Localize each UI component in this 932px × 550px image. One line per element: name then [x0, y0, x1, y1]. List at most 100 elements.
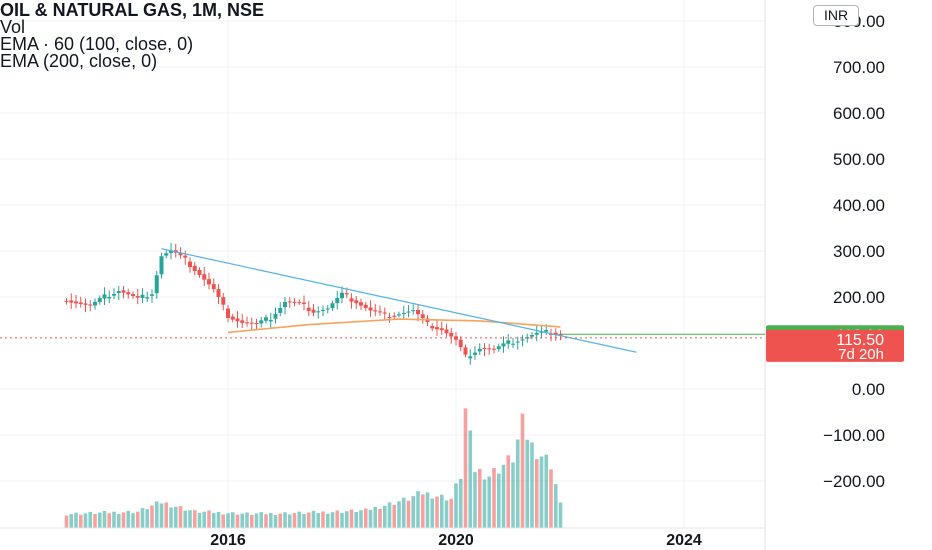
- candle-body: [254, 323, 259, 325]
- volume-bar: [425, 492, 430, 528]
- candle-body: [135, 296, 140, 298]
- volume-bar: [240, 513, 245, 528]
- volume-bar: [235, 514, 240, 528]
- candle-body: [159, 256, 164, 275]
- candle-body: [112, 294, 116, 296]
- volume-bar: [439, 494, 444, 528]
- candle-body: [259, 320, 264, 324]
- y-tick-label: 200.00: [833, 288, 885, 307]
- volume-bar: [145, 509, 150, 528]
- candle-body: [520, 339, 525, 341]
- volume-bar: [135, 511, 140, 528]
- volume-bar: [64, 515, 69, 528]
- candle-body: [230, 316, 235, 320]
- x-tick-label: 2016: [210, 532, 246, 549]
- volume-bar: [69, 514, 74, 528]
- volume-bar: [273, 515, 278, 528]
- volume-bar: [245, 512, 249, 528]
- y-tick-label: 500.00: [833, 150, 885, 169]
- candle-body: [306, 307, 311, 312]
- candle-body: [169, 250, 173, 253]
- volume-bars: [64, 408, 563, 528]
- candle-body: [382, 312, 387, 314]
- y-tick-label: −200.00: [823, 472, 885, 491]
- candle-body: [387, 316, 392, 318]
- candle-body: [287, 301, 292, 303]
- candle-body: [292, 301, 297, 303]
- candle-body: [411, 310, 416, 312]
- volume-bar: [150, 505, 154, 528]
- legend-ema-60[interactable]: EMA · 60 (100, close, 0): [0, 34, 194, 54]
- volume-bar: [496, 473, 501, 528]
- candle-body: [463, 347, 468, 355]
- candlesticks: [64, 243, 563, 365]
- candle-body: [406, 311, 411, 313]
- candle-body: [473, 352, 477, 355]
- candle-body: [553, 332, 558, 336]
- volume-bar: [154, 501, 159, 528]
- volume-bar: [297, 511, 302, 528]
- legend-vol[interactable]: Vol: [0, 17, 26, 37]
- legend-ema-200[interactable]: EMA (200, close, 0): [0, 51, 158, 71]
- candle-body: [501, 343, 506, 347]
- candle-body: [354, 300, 359, 304]
- candle-body: [458, 339, 463, 348]
- candle-body: [264, 317, 268, 321]
- volume-bar: [202, 511, 207, 528]
- volume-bar: [102, 511, 107, 528]
- candle-body: [97, 298, 102, 302]
- volume-bar: [126, 510, 131, 528]
- volume-bar: [482, 479, 487, 528]
- volume-bar: [530, 442, 534, 528]
- volume-bar: [392, 504, 397, 528]
- trendline: [161, 248, 637, 353]
- volume-bar: [321, 511, 325, 528]
- volume-bar: [420, 494, 425, 528]
- volume-bar: [311, 510, 316, 528]
- candle-body: [116, 291, 121, 293]
- volume-bar: [549, 469, 553, 528]
- volume-bar: [249, 514, 254, 528]
- candle-body: [211, 284, 216, 290]
- volume-bar: [207, 510, 211, 528]
- candle-body: [496, 346, 501, 350]
- volume-bar: [316, 513, 321, 528]
- currency-button[interactable]: INR: [813, 5, 859, 26]
- volume-bar: [254, 513, 259, 528]
- volume-bar: [354, 511, 359, 528]
- candle-body: [249, 322, 254, 324]
- volume-bar: [131, 513, 135, 528]
- candle-body: [359, 302, 363, 306]
- candle-body: [515, 341, 520, 343]
- volume-bar: [458, 478, 463, 528]
- volume-bar: [449, 498, 454, 528]
- volume-bar: [340, 512, 344, 528]
- candle-body: [183, 255, 188, 258]
- candle-body: [363, 304, 368, 309]
- volume-bar: [88, 511, 93, 528]
- candle-body: [150, 294, 154, 296]
- candle-body: [368, 307, 373, 311]
- volume-bar: [93, 514, 97, 528]
- candle-body: [221, 297, 226, 305]
- symbol-title: OIL & NATURAL GAS, 1M, NSE: [0, 0, 265, 20]
- volume-bar: [454, 483, 458, 528]
- volume-bar: [287, 514, 292, 528]
- x-tick-label: 2020: [438, 532, 474, 549]
- candle-body: [544, 330, 549, 332]
- candle-body: [78, 302, 83, 305]
- volume-bar: [397, 501, 401, 528]
- volume-bar: [283, 512, 287, 528]
- volume-bar: [259, 512, 264, 528]
- candle-body: [468, 356, 473, 359]
- candle-body: [511, 343, 515, 345]
- candle-body: [74, 301, 78, 304]
- y-tick-label: 600.00: [833, 104, 885, 123]
- countdown-label: 7d 20h: [838, 346, 884, 363]
- volume-bar: [192, 510, 197, 528]
- volume-bar: [520, 413, 525, 528]
- candle-body: [164, 253, 169, 256]
- candle-body: [64, 300, 69, 302]
